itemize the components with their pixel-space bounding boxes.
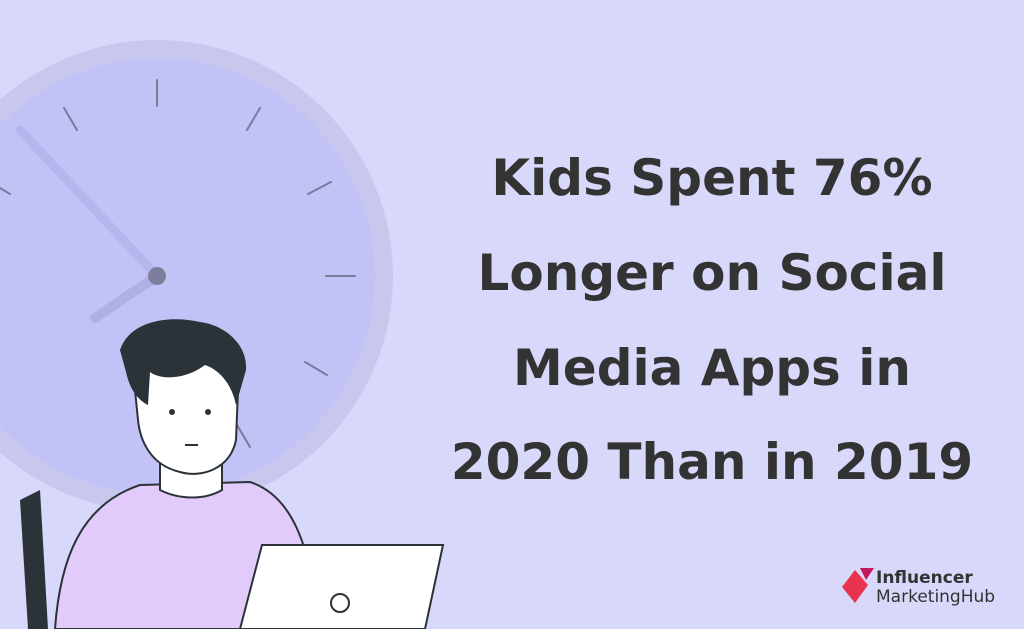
laptop <box>238 544 445 629</box>
headline-line: Longer on Social <box>478 244 947 302</box>
chair <box>20 490 48 629</box>
headline-line: Media Apps in <box>513 339 911 397</box>
hair <box>120 319 247 405</box>
eye <box>169 409 175 415</box>
brand-logo: Influencer MarketingHub <box>842 568 995 607</box>
hour-hand <box>90 271 162 323</box>
clock-face <box>0 58 375 494</box>
clock <box>0 40 393 512</box>
headline-line: Kids Spent 76% <box>491 149 932 207</box>
logo-mark <box>842 570 868 603</box>
clock-center <box>148 267 166 285</box>
logo-mark <box>860 568 874 580</box>
minute-hand <box>15 125 162 281</box>
brand-name: MarketingHub <box>876 587 995 607</box>
person <box>20 319 445 629</box>
headline-line: 2020 Than in 2019 <box>451 433 973 491</box>
laptop-logo <box>330 593 350 613</box>
eye <box>205 409 211 415</box>
brand-name: Influencer <box>876 568 973 588</box>
clock-ticks <box>0 79 356 448</box>
